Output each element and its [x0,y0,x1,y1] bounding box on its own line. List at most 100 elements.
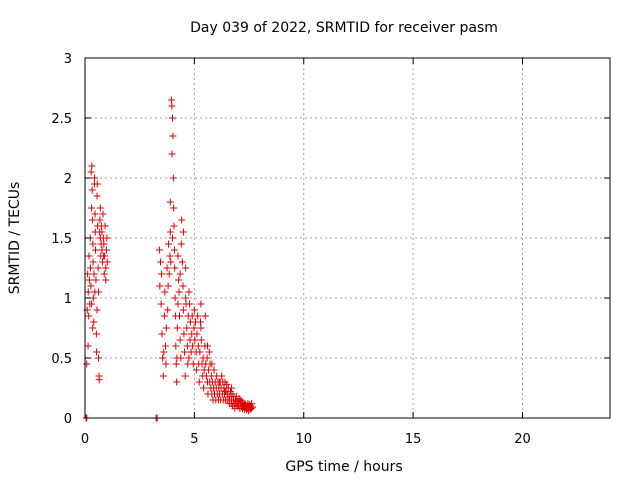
data-point [180,330,188,338]
data-point [248,403,256,411]
data-point [182,294,190,302]
data-point [223,380,231,388]
data-point [88,216,96,224]
y-tick-labels: 0 0.5 1 1.5 2 2.5 3 [51,52,72,427]
grid-lines [85,58,610,418]
data-point [100,252,108,260]
data-point [166,198,174,206]
data-point [190,306,198,314]
chart-title: Day 039 of 2022, SRMTID for receiver pas… [190,20,498,36]
data-point [179,282,187,290]
data-point [103,234,111,242]
data-point [208,360,216,368]
data-point [169,234,176,242]
x-axis-label: GPS time / hours [285,459,402,475]
data-point [96,216,104,224]
data-point [228,384,236,392]
data-point [93,348,101,356]
data-point [193,330,201,338]
data-point [88,186,96,194]
data-point [93,192,101,200]
data-point [167,96,175,104]
data-point [183,324,191,332]
axis-ticks [84,57,610,419]
data-point [174,300,182,308]
data-point [197,318,204,326]
y-tick-label: 1 [64,292,72,307]
data-points [82,96,256,422]
data-point [165,270,173,278]
data-point [102,246,110,254]
data-point [177,240,185,248]
data-point [203,354,211,362]
data-point [88,204,96,212]
y-tick-label: 1.5 [51,232,72,247]
data-point [158,330,166,338]
data-point [169,132,177,140]
data-point [166,252,174,260]
data-point [165,240,173,248]
data-point [196,348,204,356]
data-point [178,216,186,224]
data-point [167,258,175,266]
data-point [197,300,205,308]
data-point [92,330,100,338]
data-point [204,342,211,350]
data-point [175,276,183,284]
data-point [162,324,170,332]
data-point [185,354,193,362]
data-point [235,395,243,403]
data-point [100,270,108,278]
y-tick-label: 0 [64,412,72,427]
data-point [185,288,193,296]
data-point [164,282,172,290]
data-point [186,300,194,308]
data-point [95,288,103,296]
data-point [156,258,164,266]
data-point [85,312,93,320]
data-point [194,342,202,350]
data-point [168,150,176,158]
data-point [86,264,94,272]
data-point [216,378,224,386]
data-point [164,306,172,314]
data-point [177,354,185,362]
data-point [87,168,95,176]
data-point [179,228,187,236]
data-point [176,312,183,320]
y-tick-label: 0.5 [51,352,72,367]
data-point [218,372,226,380]
data-point [181,372,189,380]
data-point [210,366,218,374]
data-point [179,306,187,314]
data-point [173,324,181,332]
data-point [197,324,205,332]
data-point [91,174,99,182]
data-point [194,312,202,320]
data-point [161,288,169,296]
data-point [83,360,91,368]
data-point [193,366,201,374]
data-point [171,264,179,272]
data-point [93,180,101,188]
data-point [182,264,190,272]
data-point [156,282,164,290]
y-tick-label: 2 [64,172,72,187]
y-axis-label: SRMTID / TECUs [7,182,23,295]
data-point [89,258,97,266]
data-point [163,264,171,272]
data-point [88,300,96,308]
data-point [166,228,174,236]
data-point [181,348,189,356]
data-point [168,102,176,110]
data-point [98,228,106,236]
data-point [96,204,104,212]
data-point [95,354,103,362]
data-point [155,246,163,254]
data-point [175,288,183,296]
x-tick-label: 10 [295,432,312,447]
data-point [92,246,99,254]
x-tick-labels: 0 5 10 15 20 [81,432,531,447]
data-point [160,348,168,356]
